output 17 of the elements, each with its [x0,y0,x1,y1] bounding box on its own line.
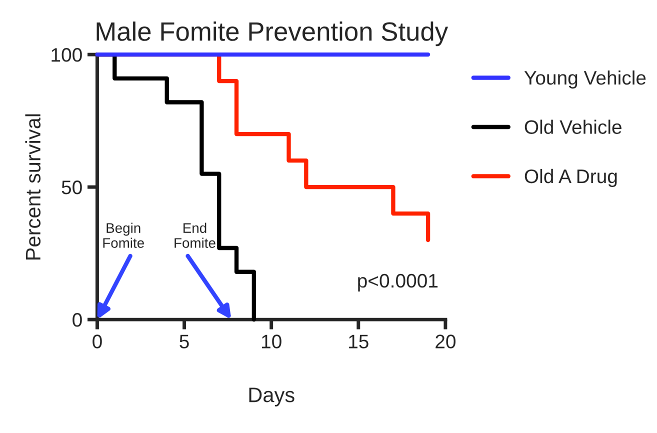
x-tick-label: 10 [262,334,282,348]
legend-label: Old Vehicle [524,120,622,134]
x-axis-title: Days [249,388,294,406]
legend-label: Old A Drug [524,168,617,188]
annotation: p<0.0001 [358,274,438,292]
y-tick-label: 50 [62,180,82,194]
x-tick-label: 5 [180,334,189,348]
legend-label: Young Vehicle [524,70,646,89]
annotation: End Fomite [174,222,216,248]
x-tick-label: 15 [349,334,368,348]
chart-title: Male Fomite Prevention Study [96,22,448,46]
x-tick-label: 0 [92,334,102,348]
annotation: Begin Fomite [103,222,144,248]
y-tick-label: 100 [52,48,82,62]
x-tick-label: 20 [436,334,456,348]
y-tick-label: 0 [72,313,82,327]
y-axis-title: Percent survival [25,114,41,260]
